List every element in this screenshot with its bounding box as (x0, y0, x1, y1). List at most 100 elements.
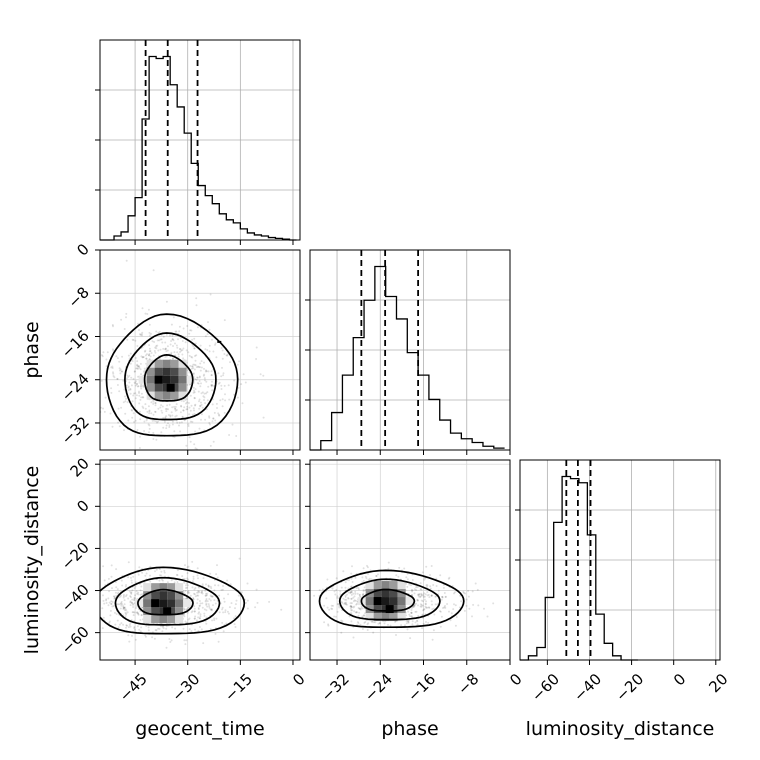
sample-point (188, 406, 191, 409)
sample-point (123, 603, 126, 606)
sample-point (150, 412, 153, 415)
sample-point (118, 390, 121, 393)
sample-point (144, 349, 147, 352)
sample-point (115, 568, 118, 571)
sample-point (344, 602, 347, 605)
sample-point (255, 346, 258, 349)
sample-point (107, 577, 110, 580)
sample-point (342, 597, 345, 600)
sample-point (142, 384, 145, 387)
sample-point (204, 600, 207, 603)
sample-point (133, 627, 136, 630)
sample-point (132, 606, 135, 608)
sample-point (124, 400, 127, 403)
sample-point (193, 593, 196, 596)
sample-point (228, 434, 231, 436)
sample-point (193, 443, 196, 446)
sample-point (215, 402, 218, 405)
sample-point (192, 367, 195, 370)
sample-point (148, 424, 151, 427)
sample-point (205, 603, 208, 606)
sample-point (186, 577, 189, 580)
sample-point (422, 594, 425, 597)
sample-point (193, 605, 196, 608)
sample-point (211, 595, 214, 598)
sample-point (352, 636, 355, 639)
sample-point (155, 629, 158, 632)
sample-point (196, 382, 199, 385)
sample-point (136, 611, 139, 614)
sample-point (330, 604, 333, 607)
sample-point (325, 597, 328, 600)
sample-point (155, 420, 157, 423)
sample-point (153, 350, 156, 352)
sample-point (190, 355, 193, 358)
sample-point (122, 401, 125, 404)
sample-point (217, 372, 220, 375)
hist-panel-geocent_time (95, 39, 301, 245)
sample-point (323, 604, 326, 607)
sample-point (169, 334, 171, 337)
sample-point (214, 632, 217, 635)
sample-point (196, 602, 199, 605)
sample-point (142, 407, 145, 409)
sample-point (185, 349, 188, 352)
sample-point (197, 577, 199, 580)
sample-point (111, 324, 114, 326)
sample-point (336, 603, 339, 606)
sample-point (202, 577, 205, 580)
sample-point (151, 340, 154, 343)
sample-point (350, 606, 353, 608)
sample-point (191, 365, 194, 368)
sample-point (148, 347, 151, 350)
density-cell (154, 359, 163, 368)
sample-point (210, 385, 213, 388)
sample-point (130, 576, 132, 579)
sample-point (223, 597, 225, 600)
sample-point (430, 594, 433, 597)
sample-point (204, 594, 207, 597)
sample-point (416, 619, 418, 622)
y-tick-label-phase: 0 (73, 240, 92, 259)
sample-point (209, 585, 212, 588)
sample-point (130, 592, 133, 595)
sample-point (206, 399, 209, 402)
sample-point (214, 342, 217, 345)
sample-point (194, 595, 197, 598)
sample-point (135, 590, 138, 593)
sample-point (148, 350, 151, 353)
sample-point (424, 605, 427, 608)
sample-point (129, 601, 132, 604)
sample-point (492, 602, 495, 605)
sample-point (118, 369, 121, 372)
sample-point (195, 366, 198, 369)
sample-point (103, 602, 106, 605)
sample-point (220, 347, 223, 349)
sample-point (349, 602, 352, 605)
sample-point (187, 425, 190, 427)
density-cell (146, 367, 155, 376)
sample-point (349, 607, 352, 610)
sample-point (328, 608, 331, 611)
sample-point (420, 588, 423, 591)
sample-point (192, 363, 195, 366)
sample-point (178, 348, 181, 350)
sample-point (195, 297, 198, 300)
sample-point (135, 367, 138, 370)
histogram-step-phase (310, 265, 505, 451)
sample-point (127, 354, 130, 357)
sample-point (227, 612, 230, 615)
sample-point (268, 600, 271, 603)
sample-point (134, 419, 137, 422)
x-tick-label-luminosity_distance: −40 (570, 670, 605, 705)
joint-background (100, 460, 300, 660)
sample-point (186, 611, 189, 614)
sample-point (197, 390, 200, 393)
sample-point (430, 594, 433, 597)
sample-point (410, 594, 413, 596)
sample-point (439, 610, 442, 613)
sample-point (425, 565, 428, 568)
sample-point (185, 584, 187, 587)
sample-point (117, 591, 120, 594)
sample-point (137, 612, 140, 615)
